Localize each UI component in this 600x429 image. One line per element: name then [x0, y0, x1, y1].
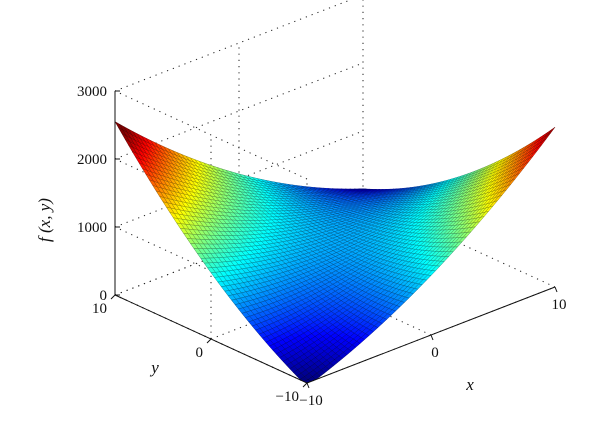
tick-mark: [206, 338, 212, 344]
tick-mark: [554, 286, 558, 293]
tick-mark: [306, 382, 310, 389]
x-tick-label: −10: [299, 393, 322, 409]
tick-mark: [302, 382, 308, 388]
z-tick-label: 2000: [77, 152, 107, 168]
surface-plot: [114, 121, 556, 384]
x-axis-title: x: [465, 375, 474, 394]
axes-layer: [110, 90, 558, 389]
y-axis-title: y: [149, 358, 159, 377]
y-tick-label: 0: [196, 345, 204, 361]
y-tick-label: 10: [92, 301, 107, 317]
x-tick-label: 0: [431, 345, 439, 361]
surface-patch: [546, 127, 556, 136]
tick-mark: [430, 334, 434, 341]
grid-line: [114, 198, 364, 296]
x-tick-label: 10: [552, 297, 567, 313]
z-tick-label: 3000: [77, 84, 107, 100]
y-tick-label: −10: [276, 389, 299, 405]
grid-line: [114, 0, 352, 92]
grid-line: [114, 90, 308, 180]
grid-line: [114, 130, 364, 228]
z-axis-title: f (x, y): [35, 198, 54, 242]
tick-mark: [110, 294, 116, 300]
z-tick-label: 0: [100, 288, 108, 304]
z-tick-label: 1000: [77, 220, 107, 236]
